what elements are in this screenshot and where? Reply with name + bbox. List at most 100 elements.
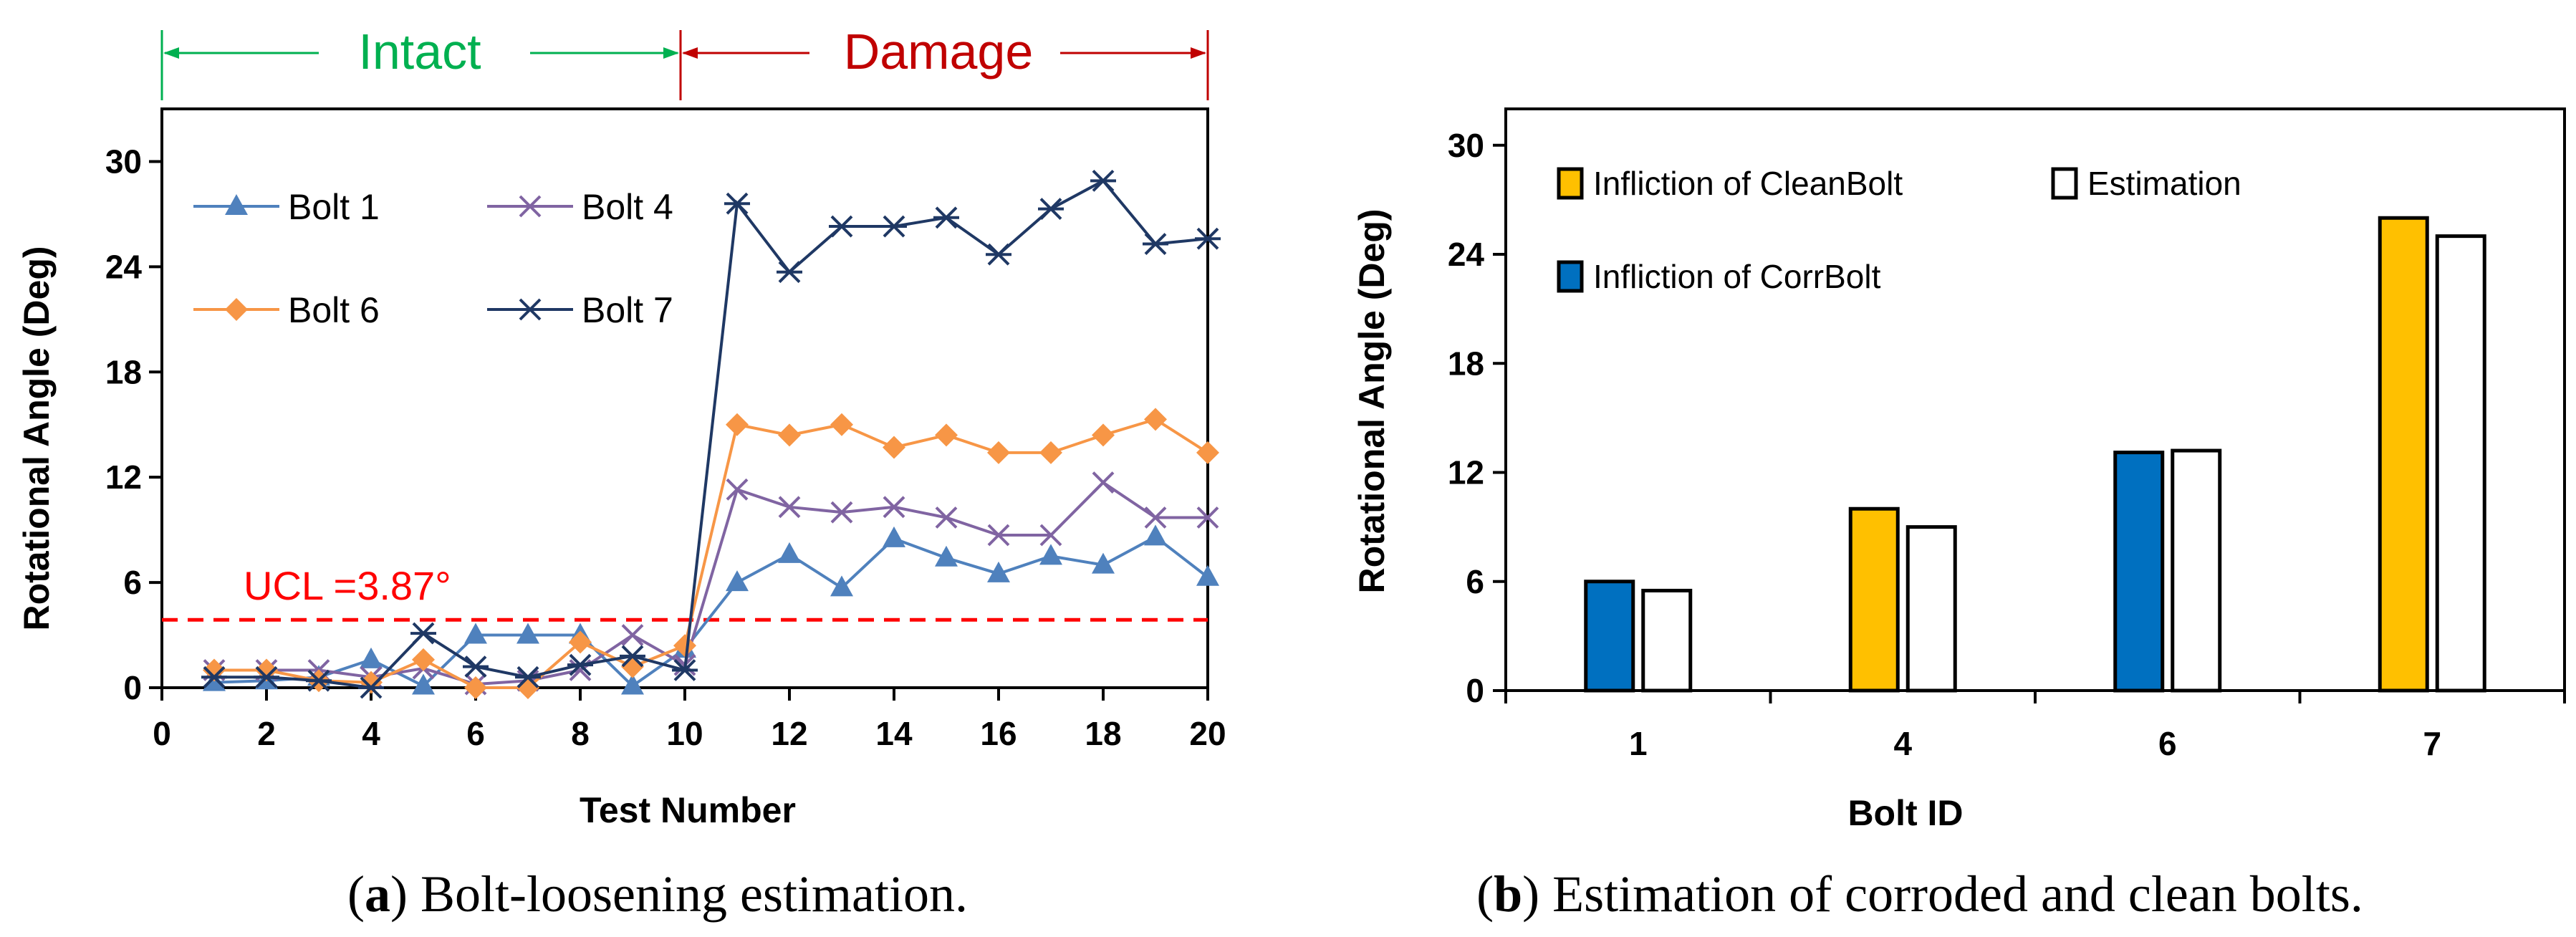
data-point [726, 570, 749, 592]
chart-a-legend: Bolt 1 Bolt 4 Bolt 6 Bolt 7 [193, 187, 673, 330]
data-point [778, 542, 801, 563]
data-point [412, 673, 435, 695]
estimation-bar [1905, 525, 1957, 693]
series-bolt-1 [203, 524, 1219, 695]
legend-label: Infliction of CorrBolt [1593, 258, 1881, 295]
y-tick-label: 6 [123, 564, 142, 601]
data-point [777, 261, 802, 284]
data-point [620, 645, 645, 668]
series-line [214, 178, 1208, 690]
x-tick-label: 2 [257, 715, 276, 752]
data-point [987, 561, 1010, 582]
data-point [621, 624, 644, 646]
legend-label: Bolt 4 [582, 187, 673, 227]
legend-entry: Bolt 7 [487, 290, 673, 330]
y-tick-label: 30 [105, 143, 142, 180]
infliction-bar [1848, 506, 1900, 693]
series-line [214, 418, 1209, 689]
y-tick-label: 0 [1466, 672, 1484, 709]
data-point [569, 630, 592, 654]
caption-b-letter: b [1494, 865, 1522, 923]
intact-arrowhead-left [163, 47, 179, 59]
data-point [1196, 506, 1219, 529]
data-point [1038, 198, 1064, 220]
infliction-bar [2113, 451, 2165, 693]
chart-b-legend: Infliction of CleanBolt Estimation Inflict… [1557, 165, 2241, 295]
legend-marker [225, 194, 248, 215]
chart-a-x-axis-title: Test Number [580, 790, 796, 830]
legend-swatch [1557, 260, 1584, 293]
caption-b: (b) Estimation of corroded and clean bol… [1476, 865, 2363, 923]
data-point [1195, 227, 1221, 250]
data-point [1196, 564, 1219, 586]
x-tick-label: 18 [1085, 715, 1121, 752]
x-tick-label: 4 [362, 715, 380, 752]
data-point [829, 215, 855, 238]
data-point [935, 506, 958, 529]
x-tick-label: 10 [666, 715, 703, 752]
legend-swatch [2051, 167, 2078, 200]
x-tick-label: 6 [466, 715, 485, 752]
intact-label: Intact [358, 24, 481, 80]
legend-marker [517, 298, 543, 321]
data-point [726, 413, 749, 436]
data-point [883, 526, 905, 547]
series-bolt-6 [203, 408, 1219, 699]
data-point [201, 665, 227, 688]
damage-label: Damage [844, 24, 1034, 80]
y-tick-label: 18 [1448, 345, 1484, 382]
legend-entry: Bolt 1 [193, 187, 380, 227]
data-point [726, 478, 749, 501]
x-tick-label: 14 [875, 715, 913, 752]
y-tick-label: 6 [1466, 563, 1484, 600]
legend-label: Bolt 7 [582, 290, 673, 330]
phase-annotations: Intact Damage [160, 24, 1209, 100]
legend-marker [519, 195, 542, 218]
data-point [778, 496, 801, 519]
estimation-bar [2171, 448, 2222, 693]
legend-label: Bolt 6 [288, 290, 380, 330]
data-point [1144, 506, 1167, 529]
ucl-label: UCL =3.87° [244, 563, 451, 608]
data-point [830, 501, 853, 524]
chart-a-threshold: UCL =3.87° [162, 563, 1208, 622]
data-point [464, 676, 487, 699]
chart-b: 0 6 12 18 24 30 1 4 6 7 Infliction of CleanBolt Es… [1352, 107, 2566, 833]
x-tick-label: 6 [2158, 725, 2177, 762]
infliction-bar [2378, 216, 2429, 693]
data-point [724, 192, 750, 215]
data-point [1143, 233, 1168, 255]
data-point [673, 634, 696, 658]
y-tick-label: 12 [1448, 454, 1484, 491]
y-tick-label: 24 [105, 248, 143, 285]
y-tick-label: 30 [1448, 127, 1484, 164]
x-tick-label: 7 [2423, 725, 2441, 762]
caption-a: (a) Bolt-loosening estimation. [347, 865, 968, 923]
chart-b-bars [1584, 216, 2486, 693]
data-point [933, 206, 959, 229]
y-tick-label: 24 [1448, 236, 1485, 273]
y-tick-label: 0 [123, 669, 142, 706]
data-point [830, 413, 853, 436]
data-point [1039, 524, 1062, 547]
chart-b-y-axis-title: Rotational Angle (Deg) [1352, 208, 1392, 593]
estimation-bar [2435, 234, 2486, 693]
data-point [254, 665, 279, 688]
data-point [306, 669, 332, 692]
estimation-bar [1641, 588, 1693, 693]
x-tick-label: 12 [771, 715, 807, 752]
legend-label: Infliction of CleanBolt [1593, 165, 1903, 202]
data-point [515, 665, 541, 688]
x-tick-label: 20 [1189, 715, 1226, 752]
data-point [1196, 441, 1219, 464]
caption-a-letter: a [365, 865, 390, 923]
data-point [1039, 544, 1062, 565]
data-point [358, 676, 384, 699]
legend-label: Estimation [2087, 165, 2241, 202]
chart-a-series [201, 169, 1221, 699]
x-tick-label: 0 [153, 715, 171, 752]
series-bolt-7 [201, 169, 1221, 699]
data-point [830, 575, 853, 597]
